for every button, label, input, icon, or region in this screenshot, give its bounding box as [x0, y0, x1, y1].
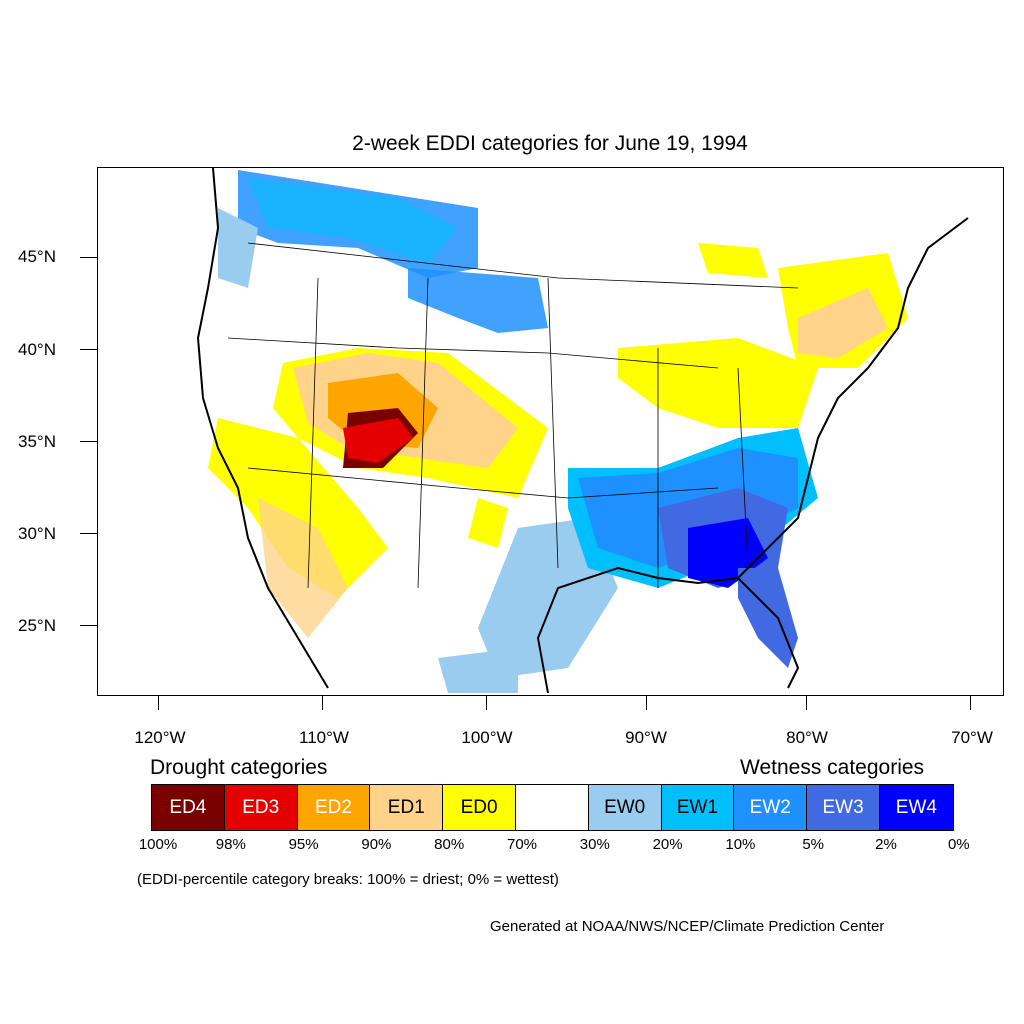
- legend-note: (EDDI-percentile category breaks: 100% =…: [137, 871, 559, 888]
- region-florida: [738, 568, 798, 668]
- lon-label-110: 110°W: [299, 728, 349, 747]
- drought-heading: Drought categories: [150, 756, 328, 779]
- legend-break-label: 20%: [652, 836, 683, 853]
- lat-label-30: 30°N: [18, 524, 56, 543]
- legend-break-label: 98%: [215, 836, 246, 853]
- lat-tick: [80, 533, 97, 534]
- legend-cell-ed1: ED1: [370, 785, 444, 830]
- lat-tick: [80, 349, 97, 350]
- lat-tick: [80, 257, 97, 258]
- map-panel: [97, 167, 1004, 696]
- lon-tick: [970, 696, 971, 710]
- legend-cell-ew2: EW2: [734, 785, 808, 830]
- lat-label-25: 25°N: [18, 616, 56, 635]
- lat-label-35: 35°N: [18, 432, 56, 451]
- legend-break-label: 10%: [725, 836, 756, 853]
- region-new-england: [798, 288, 888, 358]
- lon-label-80: 80°W: [786, 728, 828, 747]
- coastlines: [196, 168, 969, 694]
- lon-label-70: 70°W: [951, 728, 993, 747]
- credit-line: Generated at NOAA/NWS/NCEP/Climate Predi…: [490, 918, 885, 935]
- category-fields: [208, 170, 908, 693]
- legend-break-label: 30%: [579, 836, 610, 853]
- map-title: 2-week EDDI categories for June 19, 1994: [352, 132, 748, 155]
- lat-label-45: 45°N: [18, 247, 56, 266]
- legend-break-label: 95%: [288, 836, 319, 853]
- legend-break-label: 90%: [361, 836, 392, 853]
- wetness-heading: Wetness categories: [740, 756, 925, 779]
- legend-cell-ed2: ED2: [297, 785, 371, 830]
- lat-tick: [80, 441, 97, 442]
- legend-cell-ed3: ED3: [224, 785, 298, 830]
- legend-cell-normal: [515, 785, 589, 830]
- state-borders: [227, 242, 799, 589]
- legend-break-label: 100%: [138, 836, 178, 853]
- region-great-lakes: [618, 338, 818, 428]
- legend-break-label: 80%: [434, 836, 465, 853]
- legend-cell-ew3: EW3: [807, 785, 880, 830]
- region-northern-plains: [408, 268, 548, 333]
- legend-cell-ew0: EW0: [588, 785, 662, 830]
- legend-break-label: 5%: [802, 836, 825, 853]
- lon-tick: [806, 696, 807, 710]
- legend-cell-ew1: EW1: [661, 785, 735, 830]
- lon-label-100: 100°W: [461, 728, 513, 747]
- legend-colorbar: ED4 ED3 ED2 ED1 ED0 EW0 EW1 EW2 EW3 EW4: [151, 784, 954, 831]
- legend-break-label: 70%: [506, 836, 538, 853]
- lon-label-90: 90°W: [625, 728, 667, 747]
- legend-cell-ed0: ED0: [443, 785, 516, 830]
- legend-break-label: 2%: [875, 836, 897, 853]
- legend-cell-ed4: ED4: [152, 785, 225, 830]
- lon-tick: [486, 696, 487, 710]
- lon-tick: [322, 696, 323, 710]
- lat-label-40: 40°N: [18, 340, 56, 359]
- lat-tick: [80, 625, 97, 626]
- legend-break-label: 0%: [947, 836, 970, 853]
- region-texas-gulf: [478, 518, 618, 678]
- eddi-map: [196, 168, 969, 694]
- region-southwest: [208, 418, 388, 598]
- lon-label-120: 120°W: [134, 728, 186, 747]
- lon-tick: [158, 696, 159, 710]
- legend-cell-ew4: EW4: [879, 785, 953, 830]
- lon-tick: [646, 696, 647, 710]
